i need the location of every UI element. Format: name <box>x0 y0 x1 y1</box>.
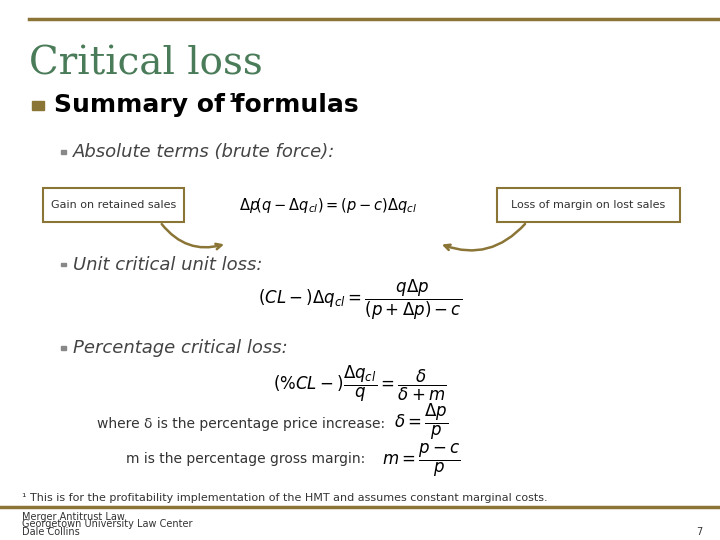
Text: Georgetown University Law Center: Georgetown University Law Center <box>22 519 192 530</box>
Text: Gain on retained sales: Gain on retained sales <box>51 200 176 210</box>
Text: Unit critical unit loss:: Unit critical unit loss: <box>73 255 262 274</box>
Text: 1: 1 <box>228 92 237 105</box>
Bar <box>61 150 66 154</box>
Text: ¹ This is for the profitability implementation of the HMT and assumes constant m: ¹ This is for the profitability implemen… <box>22 493 547 503</box>
Text: $\delta = \dfrac{\Delta p}{p}$: $\delta = \dfrac{\Delta p}{p}$ <box>394 402 449 442</box>
Text: Absolute terms (brute force):: Absolute terms (brute force): <box>73 143 335 161</box>
Text: 7: 7 <box>696 527 702 537</box>
Text: m is the percentage gross margin:: m is the percentage gross margin: <box>126 452 365 466</box>
Text: $\left(CL-\right)\Delta q_{cl} = \dfrac{q\Delta p}{\left(p + \Delta p\right) - c: $\left(CL-\right)\Delta q_{cl} = \dfrac{… <box>258 278 462 322</box>
Text: Critical loss: Critical loss <box>29 46 263 83</box>
Text: $m = \dfrac{p - c}{p}$: $m = \dfrac{p - c}{p}$ <box>382 442 461 478</box>
FancyBboxPatch shape <box>43 188 184 222</box>
Text: Merger Antitrust Law: Merger Antitrust Law <box>22 512 125 522</box>
FancyBboxPatch shape <box>497 188 680 222</box>
Text: where δ is the percentage price increase:: where δ is the percentage price increase… <box>97 417 385 431</box>
Text: Summary of formulas: Summary of formulas <box>54 93 359 117</box>
Text: Dale Collins: Dale Collins <box>22 527 79 537</box>
Text: $\Delta p\!\left(q - \Delta q_{cl}\right) = \left(p - c\right)\Delta q_{cl}$: $\Delta p\!\left(q - \Delta q_{cl}\right… <box>238 195 417 215</box>
Bar <box>32 101 44 110</box>
Bar <box>61 262 66 266</box>
Text: Percentage critical loss:: Percentage critical loss: <box>73 339 287 357</box>
Text: Loss of margin on lost sales: Loss of margin on lost sales <box>511 200 666 210</box>
Text: $\left(\%CL-\right)\dfrac{\Delta q_{cl}}{q} = \dfrac{\delta}{\delta + m}$: $\left(\%CL-\right)\dfrac{\Delta q_{cl}}… <box>274 363 446 403</box>
Bar <box>61 347 66 350</box>
